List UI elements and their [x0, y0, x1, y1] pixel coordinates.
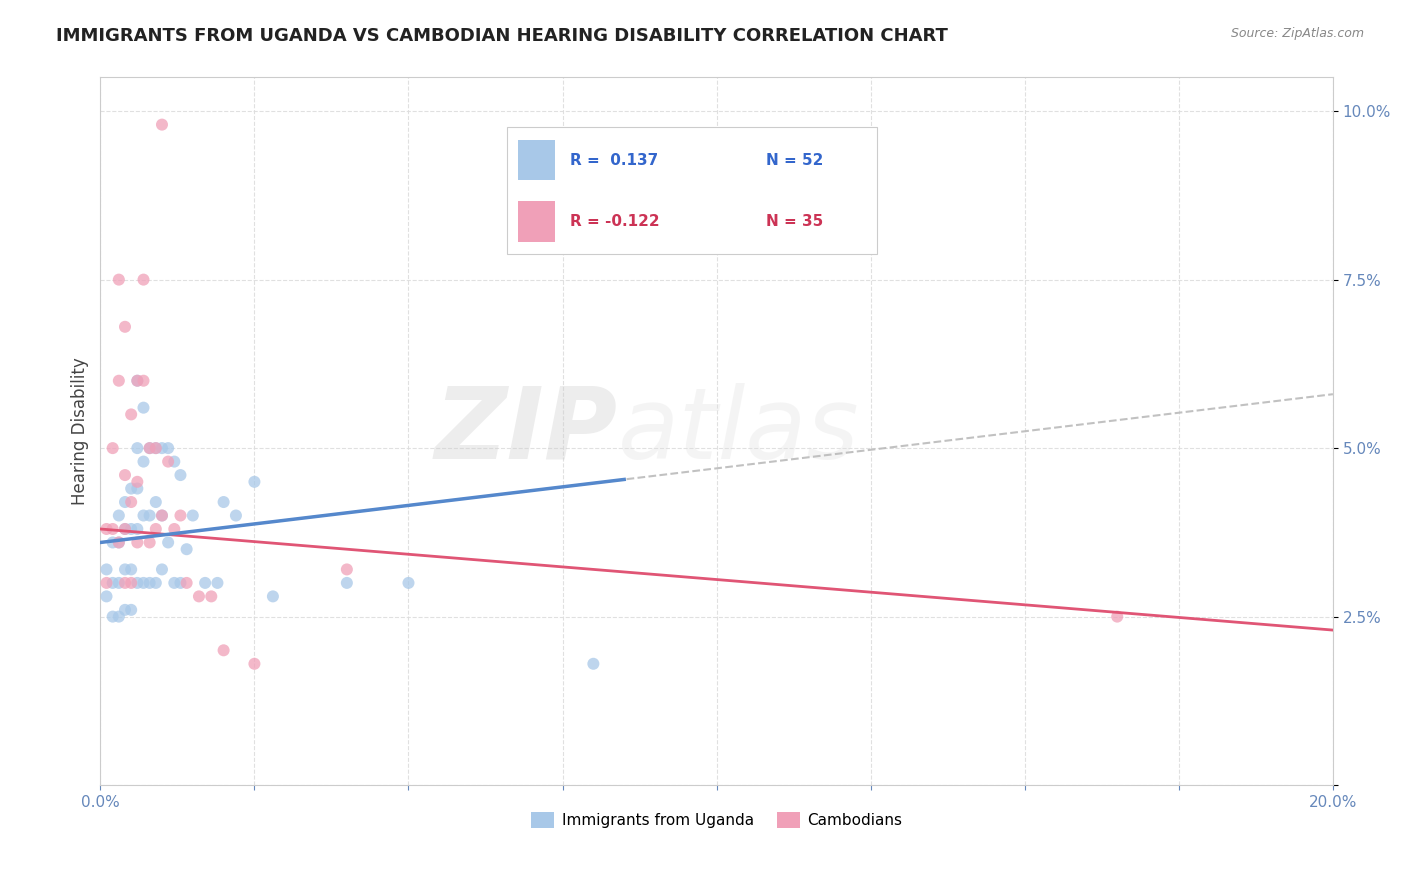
Point — [127, 374, 149, 388]
Point — [200, 590, 222, 604]
Y-axis label: Hearing Disability: Hearing Disability — [72, 358, 89, 505]
Point — [194, 575, 217, 590]
Point — [150, 508, 173, 523]
Point — [114, 522, 136, 536]
Point — [127, 374, 149, 388]
Point — [150, 441, 173, 455]
Point — [243, 475, 266, 489]
Point — [212, 643, 235, 657]
Point — [114, 575, 136, 590]
Point — [336, 562, 359, 576]
Point — [127, 475, 149, 489]
Point — [163, 575, 186, 590]
Point — [138, 441, 160, 455]
Point — [108, 535, 131, 549]
Point — [127, 482, 149, 496]
Point — [188, 590, 211, 604]
Point — [150, 508, 173, 523]
Point — [127, 575, 149, 590]
Point — [101, 609, 124, 624]
Point — [132, 374, 155, 388]
Point — [176, 542, 198, 557]
Point — [127, 441, 149, 455]
Point — [114, 562, 136, 576]
Point — [157, 454, 180, 468]
Point — [120, 562, 142, 576]
Point — [1107, 609, 1129, 624]
Point — [132, 272, 155, 286]
Point — [132, 401, 155, 415]
Point — [114, 495, 136, 509]
Text: IMMIGRANTS FROM UGANDA VS CAMBODIAN HEARING DISABILITY CORRELATION CHART: IMMIGRANTS FROM UGANDA VS CAMBODIAN HEAR… — [56, 27, 948, 45]
Point — [145, 522, 167, 536]
Point — [114, 319, 136, 334]
Point — [114, 468, 136, 483]
Point — [138, 575, 160, 590]
Point — [176, 575, 198, 590]
Point — [157, 441, 180, 455]
Point — [101, 441, 124, 455]
Point — [163, 522, 186, 536]
Point — [127, 522, 149, 536]
Point — [212, 495, 235, 509]
Point — [145, 441, 167, 455]
Point — [169, 508, 191, 523]
Text: ZIP: ZIP — [434, 383, 619, 480]
Point — [169, 468, 191, 483]
Point — [145, 575, 167, 590]
Point — [120, 408, 142, 422]
Legend: Immigrants from Uganda, Cambodians: Immigrants from Uganda, Cambodians — [524, 805, 908, 834]
Point — [145, 441, 167, 455]
Text: Source: ZipAtlas.com: Source: ZipAtlas.com — [1230, 27, 1364, 40]
Point — [169, 575, 191, 590]
Point — [96, 590, 118, 604]
Point — [120, 482, 142, 496]
Point — [101, 522, 124, 536]
Point — [120, 575, 142, 590]
Point — [96, 575, 118, 590]
Point — [262, 590, 284, 604]
Point — [336, 575, 359, 590]
Point — [127, 535, 149, 549]
Point — [120, 495, 142, 509]
Point — [108, 609, 131, 624]
Point — [114, 603, 136, 617]
Point — [101, 535, 124, 549]
Point — [114, 522, 136, 536]
Point — [101, 575, 124, 590]
Point — [398, 575, 420, 590]
Point — [150, 118, 173, 132]
Point — [163, 454, 186, 468]
Point — [132, 575, 155, 590]
Point — [120, 522, 142, 536]
Point — [138, 535, 160, 549]
Point — [108, 575, 131, 590]
Point — [145, 495, 167, 509]
Point — [108, 272, 131, 286]
Point — [225, 508, 247, 523]
Point — [132, 508, 155, 523]
Point — [243, 657, 266, 671]
Text: atlas: atlas — [619, 383, 859, 480]
Point — [108, 508, 131, 523]
Point — [150, 562, 173, 576]
Point — [138, 508, 160, 523]
Point — [120, 603, 142, 617]
Point — [157, 535, 180, 549]
Point — [108, 374, 131, 388]
Point — [181, 508, 204, 523]
Point — [582, 657, 605, 671]
Point — [132, 454, 155, 468]
Point — [138, 441, 160, 455]
Point — [207, 575, 229, 590]
Point — [108, 535, 131, 549]
Point — [96, 562, 118, 576]
Point — [96, 522, 118, 536]
